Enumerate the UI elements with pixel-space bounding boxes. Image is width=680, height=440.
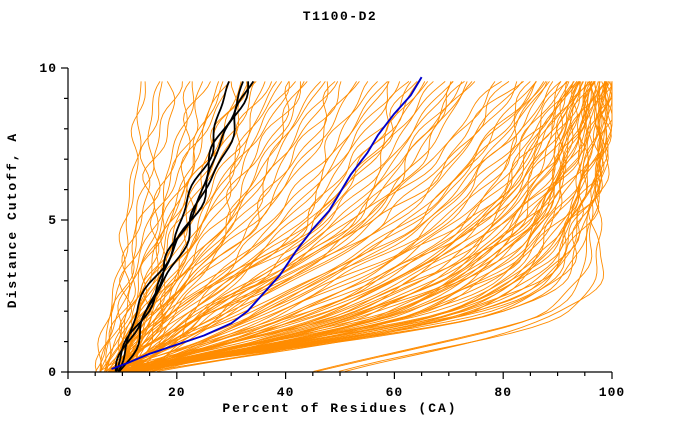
x-axis-label: Percent of Residues (CA) bbox=[222, 401, 457, 416]
y-axis-label: Distance Cutoff, A bbox=[5, 132, 20, 308]
svg-text:20: 20 bbox=[168, 385, 186, 400]
svg-text:60: 60 bbox=[386, 385, 404, 400]
svg-text:0: 0 bbox=[48, 365, 57, 380]
axes-layer: 0 20 40 60 80 100 0 5 10 bbox=[39, 61, 625, 400]
svg-text:10: 10 bbox=[39, 61, 57, 76]
svg-text:40: 40 bbox=[277, 385, 295, 400]
curves-layer bbox=[94, 76, 613, 372]
chart-title: T1100-D2 bbox=[303, 9, 377, 24]
svg-text:100: 100 bbox=[599, 385, 625, 400]
svg-text:5: 5 bbox=[48, 213, 57, 228]
svg-text:0: 0 bbox=[64, 385, 73, 400]
svg-text:80: 80 bbox=[494, 385, 512, 400]
